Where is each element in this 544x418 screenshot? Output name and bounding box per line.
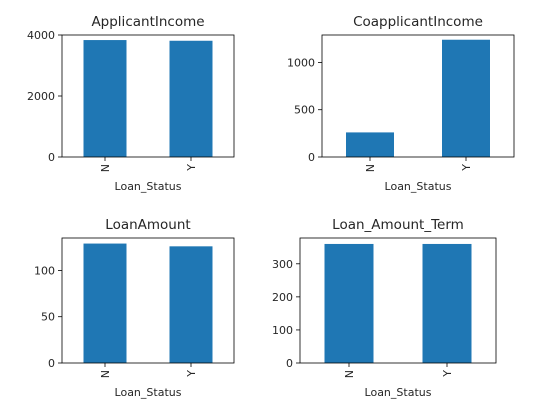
chart-3-xtick-label: N <box>99 370 112 378</box>
chart-2-xtick-label: N <box>364 164 377 172</box>
chart-4-bar-y <box>422 243 472 363</box>
chart-4-ytick-label: 100 <box>272 324 293 337</box>
chart-2-xtick-label: Y <box>460 164 473 172</box>
chart-4-bar-n <box>324 243 374 363</box>
chart-3-ytick-label: 100 <box>34 264 55 277</box>
chart-2-axes-frame <box>321 34 515 158</box>
chart-4-ytick-label: 0 <box>286 357 293 370</box>
chart-4-xtick-label: N <box>343 370 356 378</box>
chart-2-bar-y <box>442 39 490 158</box>
chart-3-ytick-label: 0 <box>48 357 55 370</box>
chart-4-xlabel: Loan_Status <box>365 386 432 399</box>
chart-4-xtick-label: Y <box>441 370 454 378</box>
chart-3-xtick-label: Y <box>185 370 198 378</box>
chart-2-title: CoapplicantIncome <box>353 14 483 30</box>
chart-3-ytick-label: 50 <box>41 311 55 324</box>
chart-1-xtick-label: N <box>99 164 112 172</box>
chart-3-axes-frame <box>61 237 235 364</box>
chart-1-ytick-label: 0 <box>48 151 55 164</box>
chart-4-ytick-label: 300 <box>272 258 293 271</box>
chart-1-bar-n <box>83 40 127 158</box>
chart-4-axes-frame <box>299 237 497 364</box>
chart-2-ytick-label: 0 <box>308 151 315 164</box>
chart-3-xlabel: Loan_Status <box>115 386 182 399</box>
chart-3-bar-n <box>83 243 127 363</box>
chart-4-title: Loan_Amount_Term <box>332 217 464 233</box>
chart-3-bar-y <box>169 246 213 363</box>
chart-1-ytick-label: 4000 <box>27 29 55 42</box>
chart-2-bar-n <box>346 132 394 157</box>
chart-1-ytick-label: 2000 <box>27 90 55 103</box>
chart-2-ytick-label: 1000 <box>287 56 315 69</box>
chart-1-title: ApplicantIncome <box>91 14 204 30</box>
chart-1-xlabel: Loan_Status <box>115 180 182 193</box>
chart-4-ytick-label: 200 <box>272 291 293 304</box>
chart-1-xtick-label: Y <box>185 164 198 172</box>
chart-2-xlabel: Loan_Status <box>385 180 452 193</box>
chart-2-ytick-label: 500 <box>294 104 315 117</box>
chart-3-title: LoanAmount <box>105 217 190 233</box>
chart-1-bar-y <box>169 40 213 158</box>
